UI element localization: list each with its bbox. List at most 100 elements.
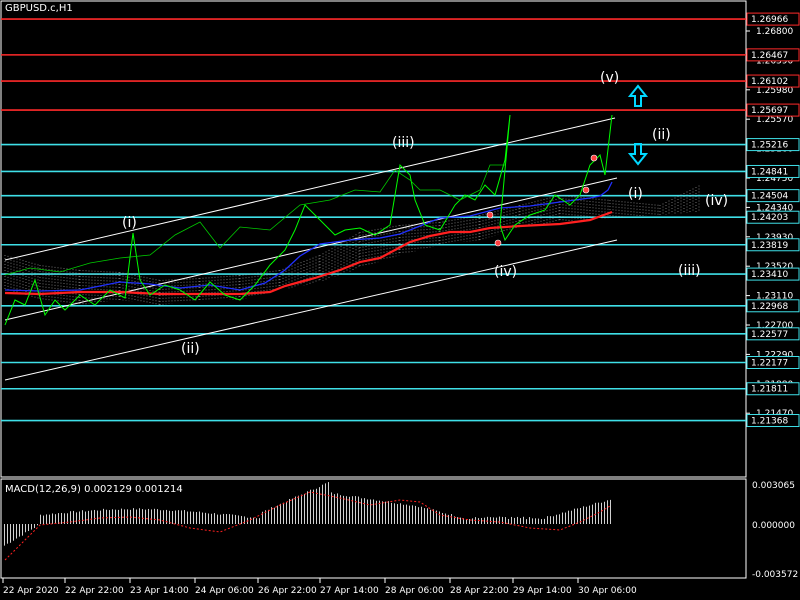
macd-bar xyxy=(568,510,569,524)
signal-marker xyxy=(590,154,598,162)
macd-bar xyxy=(505,517,506,524)
macd-bar xyxy=(364,498,365,524)
macd-bar xyxy=(556,514,557,524)
macd-bar xyxy=(286,502,287,524)
macd-bar xyxy=(184,510,185,524)
macd-bar xyxy=(454,516,455,524)
macd-bar xyxy=(43,515,44,524)
macd-bar xyxy=(499,516,500,524)
macd-bar xyxy=(34,524,35,529)
macd-bar xyxy=(292,498,293,524)
macd-bar xyxy=(547,516,548,524)
macd-bar xyxy=(580,508,581,524)
macd-bar xyxy=(355,496,356,524)
support-resistance-lines: 1.26966 1.26467 1.26102 1.25697 1.25216 1.248… xyxy=(1,12,800,428)
macd-bar xyxy=(601,502,602,524)
macd-bar xyxy=(106,509,107,524)
level-label: 1.24504 xyxy=(751,192,788,202)
macd-bar xyxy=(403,504,404,524)
macd-bar xyxy=(31,524,32,530)
macd-bar xyxy=(100,510,101,524)
macd-bar xyxy=(397,504,398,524)
macd-bar xyxy=(88,510,89,524)
macd-bar xyxy=(577,508,578,524)
price-line xyxy=(4,114,613,326)
macd-bar xyxy=(142,509,143,524)
macd-bar xyxy=(295,496,296,524)
wave-label: (v) xyxy=(600,70,619,86)
macd-bar xyxy=(154,508,155,524)
macd-bar xyxy=(529,517,530,524)
macd-bar xyxy=(226,514,227,524)
macd-bar xyxy=(82,510,83,524)
macd-bar xyxy=(316,488,317,524)
macd-bar xyxy=(40,514,41,524)
macd-bar xyxy=(4,524,5,546)
macd-bar xyxy=(337,493,338,524)
macd-bar xyxy=(109,510,110,524)
time-label: 28 Apr 06:00 xyxy=(385,586,444,596)
macd-bar xyxy=(199,511,200,524)
macd-bar xyxy=(22,524,23,536)
macd-bar xyxy=(166,509,167,524)
macd-bar xyxy=(517,516,518,524)
macd-bar xyxy=(469,519,470,524)
level-label: 1.21811 xyxy=(751,385,788,395)
macd-bar xyxy=(193,511,194,524)
signal-marker xyxy=(494,239,502,247)
time-label: 27 Apr 14:00 xyxy=(320,586,379,596)
macd-bar xyxy=(46,514,47,524)
macd-bar xyxy=(376,500,377,524)
level-label-box xyxy=(746,74,800,88)
macd-bar xyxy=(304,493,305,524)
macd-bar xyxy=(535,518,536,524)
macd-bar xyxy=(139,508,140,524)
macd-bar xyxy=(235,514,236,524)
macd-bar xyxy=(490,517,491,524)
time-label: 22 Apr 22:00 xyxy=(65,586,124,596)
level-label-box xyxy=(746,327,800,341)
macd-bar xyxy=(91,510,92,524)
macd-bar xyxy=(202,512,203,524)
time-label: 26 Apr 22:00 xyxy=(258,586,317,596)
price-label: 1.26390 xyxy=(756,56,793,66)
macd-bar xyxy=(52,513,53,524)
time-label: 28 Apr 22:00 xyxy=(450,586,509,596)
level-label-box xyxy=(746,414,800,428)
macd-bar xyxy=(361,498,362,524)
wave-label: (ii) xyxy=(652,127,671,143)
time-axis: 22 Apr 2020 22 Apr 22:00 23 Apr 14:00 24 Ap… xyxy=(2,578,637,596)
macd-bar xyxy=(349,496,350,524)
macd-bar xyxy=(604,501,605,524)
macd-bar xyxy=(49,514,50,524)
level-label: 1.22577 xyxy=(751,330,788,340)
level-label-box xyxy=(746,138,800,152)
macd-bar xyxy=(313,489,314,524)
macd-bar xyxy=(586,506,587,524)
macd-bar xyxy=(358,496,359,524)
macd-bar xyxy=(253,517,254,524)
macd-bar xyxy=(232,514,233,524)
macd-bar xyxy=(391,502,392,524)
macd-bar xyxy=(343,495,344,524)
macd-bar xyxy=(79,511,80,524)
level-label-box xyxy=(746,103,800,117)
level-label-box xyxy=(746,164,800,178)
macd-bar xyxy=(172,511,173,524)
macd-bar xyxy=(571,510,572,524)
signal-marker xyxy=(486,211,494,219)
macd-bar xyxy=(13,524,14,541)
macd-bar xyxy=(427,508,428,524)
level-label: 1.25216 xyxy=(751,141,788,151)
macd-bar xyxy=(70,511,71,524)
macd-bar xyxy=(334,494,335,524)
macd-bar xyxy=(574,508,575,524)
level-label: 1.24841 xyxy=(751,167,788,177)
level-label-box xyxy=(746,210,800,224)
macd-bar xyxy=(352,496,353,524)
macd-bar xyxy=(511,516,512,524)
price-label: 1.22700 xyxy=(756,321,793,331)
macd-bar xyxy=(595,502,596,524)
macd-bar xyxy=(559,514,560,524)
